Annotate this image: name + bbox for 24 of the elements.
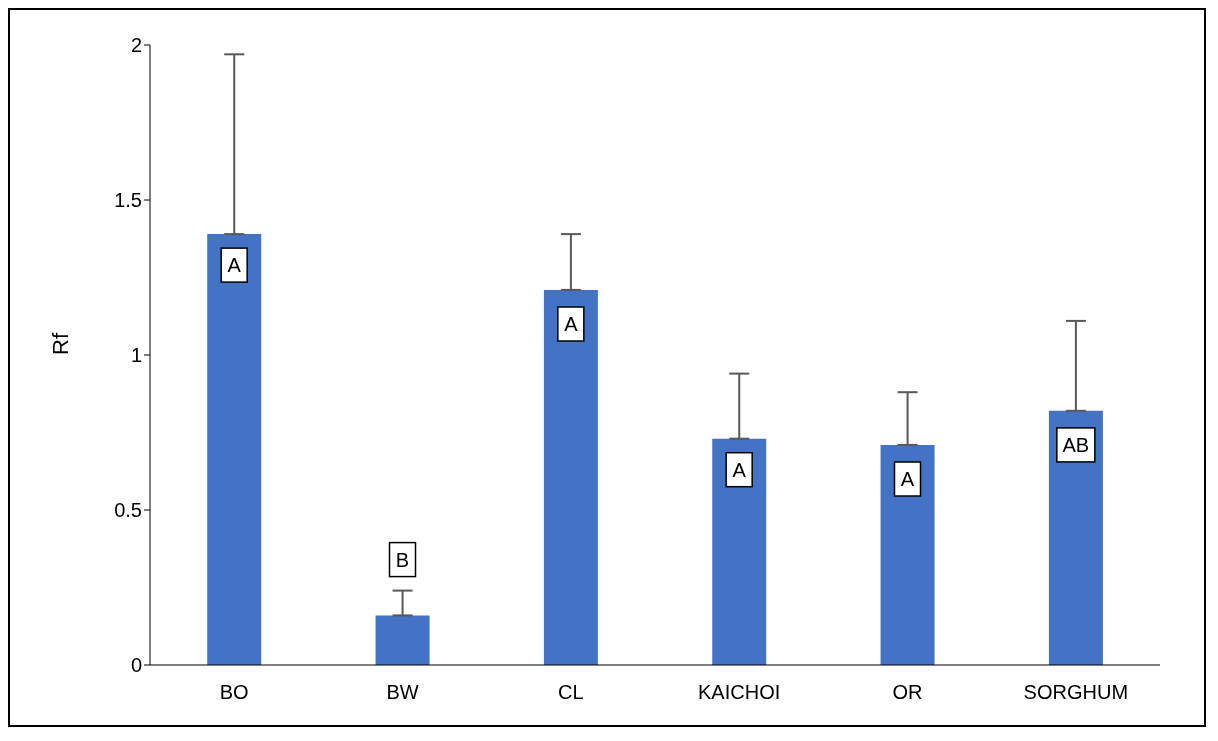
- x-tick-label: BO: [219, 681, 249, 704]
- bar: [543, 289, 598, 665]
- x-tick-label: BW: [386, 681, 419, 704]
- annotation: A: [564, 313, 579, 335]
- x-tick-label: CL: [558, 681, 584, 704]
- y-tick-label: 1: [130, 344, 142, 367]
- x-tick-label: SORGHUM: [1023, 681, 1129, 704]
- annotation: A: [732, 458, 747, 481]
- y-tick-label: 2: [130, 34, 142, 57]
- bar: [712, 438, 767, 665]
- annotation: A: [227, 254, 242, 277]
- annotation: A: [900, 468, 915, 490]
- bar: [1048, 410, 1103, 665]
- bar: [880, 444, 935, 665]
- annotation: AB: [1062, 433, 1090, 456]
- x-tick-label: KAICHOI: [698, 681, 781, 704]
- y-tick-label: 0.5: [114, 499, 142, 522]
- bar: [375, 615, 430, 665]
- x-tick-label: OR: [892, 681, 923, 704]
- annotation: B: [395, 548, 410, 571]
- y-tick-label: 0: [130, 654, 142, 677]
- y-tick-label: 1.5: [114, 189, 142, 212]
- y-axis-title: Rf: [47, 332, 73, 355]
- bar: [207, 234, 262, 665]
